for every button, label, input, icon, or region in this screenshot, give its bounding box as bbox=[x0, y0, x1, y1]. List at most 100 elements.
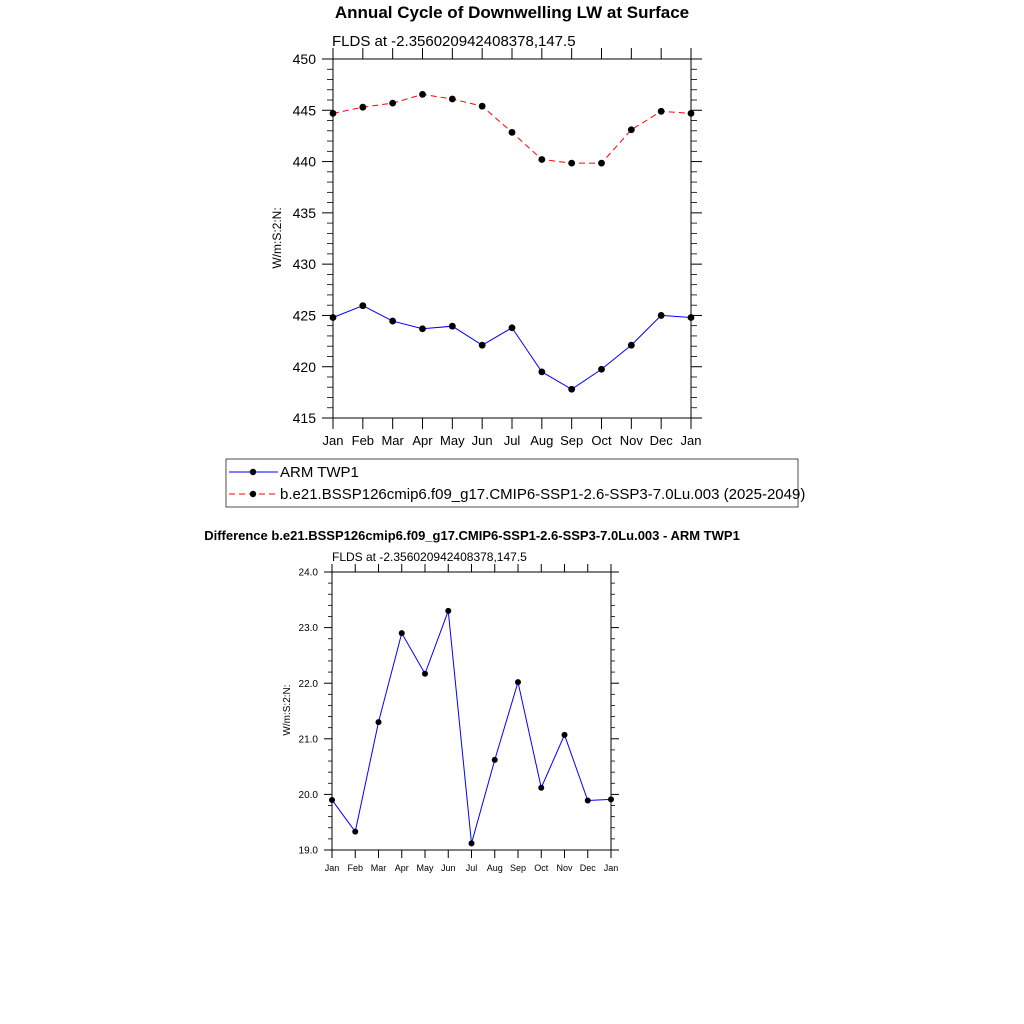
y-axis-label: W/m:S:2:N: bbox=[270, 207, 284, 268]
data-point bbox=[538, 784, 545, 791]
x-tick-label: Jan bbox=[604, 863, 619, 873]
data-point bbox=[627, 126, 635, 134]
data-point bbox=[329, 314, 337, 321]
data-point bbox=[687, 314, 695, 321]
y-axis-label: W/m:S:2:N: bbox=[282, 684, 293, 735]
data-point bbox=[448, 322, 456, 330]
legend-label-obs: ARM TWP1 bbox=[280, 464, 359, 481]
y-tick-label: 22.0 bbox=[299, 679, 319, 690]
legend-marker-model bbox=[249, 490, 257, 498]
data-point bbox=[538, 156, 546, 163]
x-tick-label: Jun bbox=[441, 863, 456, 873]
data-point bbox=[375, 719, 382, 726]
data-point bbox=[608, 796, 614, 803]
data-point bbox=[508, 128, 516, 136]
y-tick-label: 425 bbox=[293, 307, 317, 323]
tick-labels: Jan Feb Mar Apr May Jun Jul Aug Sep Oct Nov Dec Jan 4… bbox=[293, 51, 702, 448]
x-tick-label: May bbox=[416, 863, 434, 873]
x-tick-label: Feb bbox=[352, 433, 374, 448]
x-tick-label: Nov bbox=[620, 433, 644, 448]
legend: ARM TWP1 b.e21.BSSP126cmip6.f09_g17.CMIP… bbox=[225, 458, 805, 508]
data-point bbox=[568, 159, 576, 167]
data-point bbox=[687, 109, 695, 117]
x-tick-label: Aug bbox=[530, 433, 553, 448]
data-point bbox=[598, 159, 605, 167]
legend-marker-obs bbox=[249, 468, 257, 476]
data-point bbox=[478, 102, 486, 110]
x-tick-label: Jul bbox=[504, 433, 521, 448]
x-tick-label: Dec bbox=[650, 433, 674, 448]
data-point bbox=[398, 630, 405, 637]
data-point bbox=[419, 325, 426, 333]
data-point bbox=[389, 317, 397, 325]
x-tick-label: Sep bbox=[560, 433, 583, 448]
series-lines bbox=[329, 607, 614, 847]
x-tick-label: May bbox=[440, 433, 465, 448]
series-lines bbox=[329, 90, 695, 393]
x-tick-label: Jan bbox=[323, 433, 344, 448]
x-tick-label: Jan bbox=[325, 863, 340, 873]
x-tick-label: Oct bbox=[534, 863, 549, 873]
chart-title: Annual Cycle of Downwelling LW at Surfac… bbox=[335, 3, 689, 22]
data-point bbox=[627, 341, 635, 349]
y-tick-label: 20.0 bbox=[299, 790, 319, 801]
plot-frame bbox=[324, 564, 619, 858]
data-point bbox=[561, 731, 568, 738]
x-tick-label: Jan bbox=[681, 433, 702, 448]
x-tick-label: Apr bbox=[395, 863, 409, 873]
y-tick-label: 435 bbox=[293, 205, 317, 221]
y-tick-label: 440 bbox=[293, 154, 317, 170]
chart-subtitle: FLDS at -2.356020942408378,147.5 bbox=[332, 33, 576, 50]
series-line-0 bbox=[331, 610, 612, 844]
y-tick-label: 24.0 bbox=[299, 568, 319, 579]
x-tick-label: Jul bbox=[466, 863, 478, 873]
data-point bbox=[538, 368, 546, 376]
y-tick-label: 420 bbox=[293, 359, 317, 375]
data-point bbox=[359, 103, 367, 111]
data-point bbox=[389, 99, 397, 107]
plot-frame bbox=[322, 48, 702, 429]
y-tick-label: 450 bbox=[293, 51, 317, 67]
data-point bbox=[329, 796, 335, 803]
legend-label-model: b.e21.BSSP126cmip6.f09_g17.CMIP6-SSP1-2.… bbox=[280, 486, 805, 503]
data-point bbox=[657, 312, 665, 319]
data-point bbox=[491, 756, 498, 763]
x-tick-label: Oct bbox=[591, 433, 612, 448]
y-tick-label: 415 bbox=[293, 410, 317, 426]
data-point bbox=[445, 607, 452, 614]
x-tick-label: Mar bbox=[381, 433, 404, 448]
tick-labels: Jan Feb Mar Apr May Jun Jul Aug Sep Oct Nov Dec Jan 1… bbox=[299, 568, 619, 873]
data-point bbox=[508, 324, 516, 332]
data-point bbox=[352, 828, 359, 835]
y-tick-label: 445 bbox=[293, 102, 317, 118]
data-point bbox=[478, 341, 486, 349]
data-point bbox=[657, 107, 665, 115]
x-tick-label: Apr bbox=[412, 433, 433, 448]
x-tick-label: Mar bbox=[371, 863, 387, 873]
data-point bbox=[329, 109, 337, 117]
annual-cycle-chart: Annual Cycle of Downwelling LW at Surfac… bbox=[225, 3, 805, 508]
data-point bbox=[598, 365, 605, 373]
series-line-0 bbox=[332, 305, 692, 390]
legend-box bbox=[225, 458, 799, 508]
plot-border bbox=[332, 58, 692, 419]
data-point bbox=[468, 840, 475, 847]
data-point bbox=[419, 90, 426, 98]
x-tick-label: Nov bbox=[556, 863, 573, 873]
data-point bbox=[422, 670, 428, 677]
y-tick-label: 19.0 bbox=[299, 846, 319, 857]
difference-chart: Difference b.e21.BSSP126cmip6.f09_g17.CM… bbox=[204, 528, 740, 873]
chart-subtitle: FLDS at -2.356020942408378,147.5 bbox=[332, 550, 527, 564]
x-tick-label: Sep bbox=[510, 863, 526, 873]
data-point bbox=[515, 679, 521, 686]
y-tick-label: 23.0 bbox=[299, 623, 319, 634]
data-point bbox=[448, 95, 456, 103]
data-point bbox=[359, 302, 367, 310]
x-tick-label: Aug bbox=[487, 863, 503, 873]
data-point bbox=[584, 797, 591, 804]
plot-border bbox=[331, 571, 612, 851]
x-tick-label: Dec bbox=[580, 863, 597, 873]
x-tick-label: Feb bbox=[347, 863, 363, 873]
x-tick-label: Jun bbox=[472, 433, 493, 448]
